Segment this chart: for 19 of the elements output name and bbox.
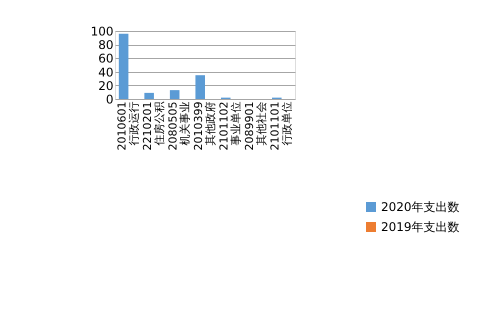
y-tick-label: 20 bbox=[98, 78, 114, 93]
x-tick-label: 2101101 行政单位 bbox=[268, 102, 294, 150]
bar bbox=[170, 90, 180, 99]
y-tick-label: 40 bbox=[98, 65, 114, 80]
y-tick-label: 0 bbox=[106, 92, 114, 106]
y-tick-label: 60 bbox=[98, 52, 114, 66]
y-tick-label: 80 bbox=[98, 38, 114, 52]
x-tick-label: 2080505 机关事业 bbox=[166, 102, 192, 150]
x-tick-label: 2010399 其他政府 bbox=[192, 102, 217, 150]
bar bbox=[195, 75, 205, 99]
x-tick-label: 2210201 住房公积 bbox=[140, 102, 166, 150]
y-tick-label: 100 bbox=[90, 24, 114, 38]
bar bbox=[118, 34, 128, 99]
x-tick-label: 2089901 其他社会 bbox=[243, 102, 268, 150]
legend-label: 2019年支出数 bbox=[381, 220, 460, 234]
bar bbox=[144, 92, 154, 99]
x-tick-label: 2010601 行政运行 bbox=[115, 102, 140, 150]
legend-label: 2020年支出数 bbox=[381, 200, 460, 214]
x-tick-label: 2101102 事业单位 bbox=[218, 102, 243, 150]
